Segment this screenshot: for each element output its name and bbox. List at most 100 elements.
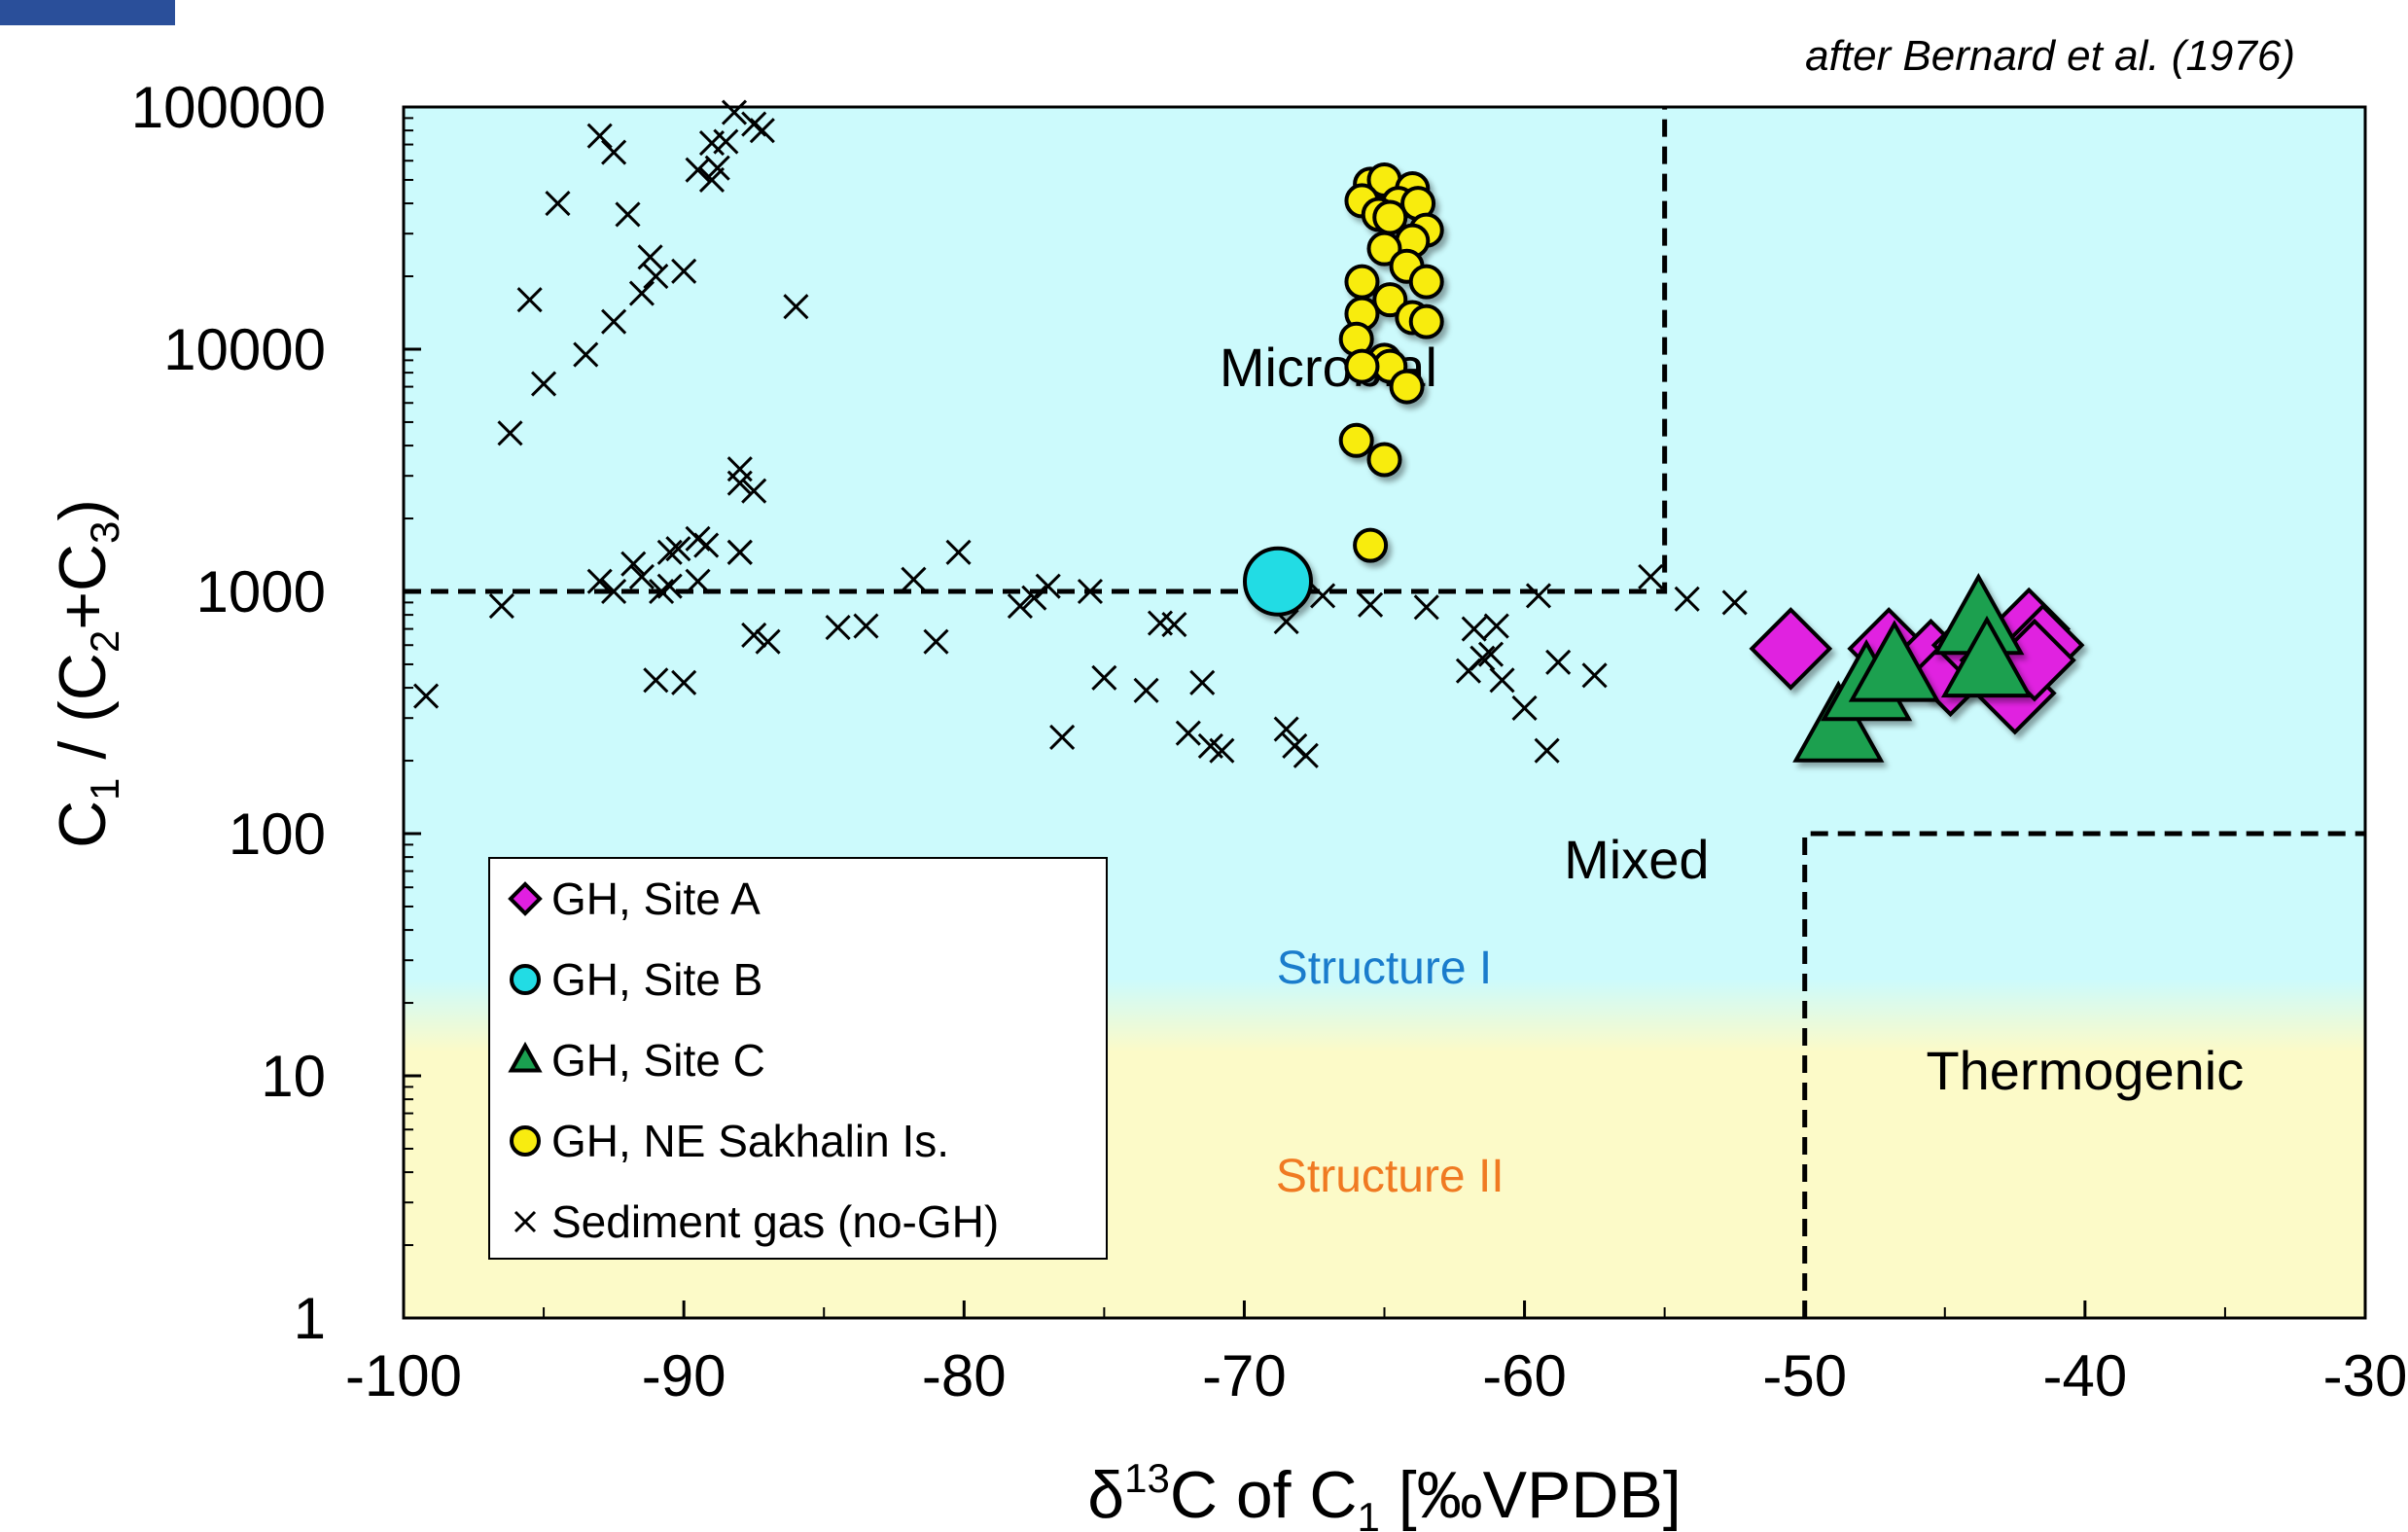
data-point: [1091, 664, 1117, 691]
legend-label: GH, NE Sakhalin Is.: [551, 1116, 949, 1166]
x-stroke: [1133, 677, 1159, 703]
legend-label: GH, Site B: [551, 954, 762, 1005]
x-stroke: [721, 99, 748, 125]
structure-1-label: Structure I: [1277, 943, 1492, 994]
data-point: [643, 263, 669, 290]
x-stroke: [656, 539, 683, 565]
data-point: [601, 308, 627, 335]
x-stroke: [923, 628, 949, 655]
data-point: [1344, 348, 1380, 384]
data-point: [586, 123, 613, 149]
x-axis-title-mid: C of C: [1170, 1458, 1358, 1532]
data-point: [1358, 591, 1384, 618]
data-point: [643, 667, 669, 694]
data-point: [1366, 442, 1402, 478]
region-label-mixed: Mixed: [1564, 829, 1709, 890]
axis-ticks: [402, 105, 2367, 1320]
data-point: [628, 563, 655, 589]
x-tick-label: -60: [1482, 1343, 1567, 1408]
data-point: [1638, 563, 1664, 589]
x-stroke: [1021, 585, 1047, 611]
data-point: [671, 669, 697, 695]
x-stroke: [601, 308, 627, 335]
y-tick-label: 1: [294, 1286, 326, 1351]
data-point: [693, 532, 720, 558]
data-point: [726, 456, 753, 482]
x-tick-label: -80: [922, 1343, 1007, 1408]
data-point: [1483, 613, 1509, 639]
axis-tick-labels: -100 -90 -80 -70 -60 -50 -40 -30 1 10 100 1000 10000…: [131, 75, 2408, 1408]
x-stroke: [1273, 609, 1299, 635]
x-stroke: [643, 667, 669, 694]
data-point: [586, 568, 613, 594]
credit-text: after Bernard et al. (1976): [1805, 32, 2295, 80]
data-point: [488, 592, 514, 620]
x-stroke: [1293, 742, 1319, 768]
data-point: [1209, 737, 1235, 764]
y-axis-title-sub2: 2: [82, 630, 127, 653]
data-point: [704, 155, 730, 181]
data-point: [1007, 592, 1033, 620]
x-stroke: [1674, 586, 1700, 612]
data-point: [853, 613, 879, 639]
x-stroke: [586, 568, 613, 594]
x-stroke: [1545, 649, 1572, 675]
x-stroke: [665, 536, 691, 562]
data-point: [497, 420, 523, 446]
x-stroke: [671, 669, 697, 695]
x-tick-label: -50: [1762, 1343, 1847, 1408]
x-stroke: [516, 287, 543, 313]
boundary-line-1: [404, 107, 1668, 594]
data-point: [1189, 669, 1216, 695]
x-stroke: [1721, 589, 1748, 616]
data-point: [825, 614, 851, 641]
data-point: [1940, 615, 2034, 698]
x-stroke: [1147, 610, 1174, 636]
x-stroke: [497, 420, 523, 446]
data-point: [1161, 611, 1187, 638]
legend: GH, Site A GH, Site B GH, Site C GH, NE Sak…: [488, 857, 1108, 1260]
x-stroke: [601, 139, 627, 165]
data-point: [685, 568, 711, 594]
x-stroke: [586, 123, 613, 149]
data-point: [1049, 724, 1076, 750]
y-axis-title-sub1: 1: [82, 778, 127, 801]
series-5: [412, 99, 1748, 768]
y-tick-label: 100: [229, 802, 326, 867]
data-point: [1408, 303, 1444, 339]
data-point: [1389, 369, 1425, 405]
data-point: [671, 258, 697, 284]
x-stroke: [1189, 669, 1216, 695]
x-stroke: [1175, 720, 1201, 746]
x-stroke: [643, 263, 669, 290]
data-point: [749, 118, 775, 144]
data-point: [1525, 583, 1552, 609]
legend-box: [488, 857, 1108, 1260]
x-stroke: [545, 191, 571, 217]
data-point: [628, 280, 655, 306]
data-point: [1021, 585, 1047, 611]
x-stroke: [1077, 578, 1104, 605]
x-stroke: [1581, 662, 1608, 689]
data-point: [1243, 546, 1314, 617]
x-stroke: [1197, 732, 1223, 759]
data-point: [1344, 264, 1380, 300]
x-stroke: [1161, 611, 1187, 638]
x-stroke: [628, 563, 655, 589]
legend-marker: [510, 964, 541, 995]
data-point: [656, 539, 683, 565]
x-stroke: [704, 155, 730, 181]
data-point: [545, 191, 571, 217]
x-stroke: [601, 578, 627, 605]
x-stroke: [649, 578, 675, 605]
data-point: [1489, 667, 1515, 694]
data-point: [1133, 677, 1159, 703]
data-point: [726, 539, 753, 565]
x-stroke: [1049, 724, 1076, 750]
x-axis-title-suffix: [‰VPDB]: [1380, 1458, 1682, 1532]
x-stroke: [685, 568, 711, 594]
x-axis-title-sub: 1: [1358, 1494, 1380, 1532]
x-stroke: [1091, 664, 1117, 691]
x-stroke: [637, 244, 663, 270]
data-point: [713, 128, 739, 155]
